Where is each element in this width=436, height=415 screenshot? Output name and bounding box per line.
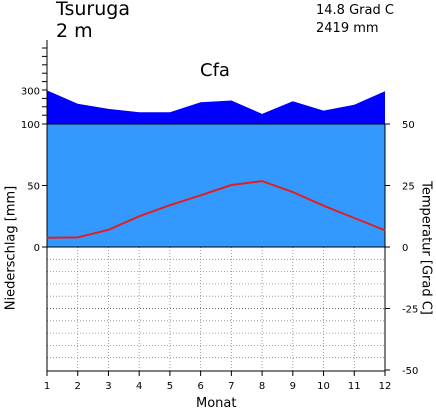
tick-label-month: 1 xyxy=(44,381,50,392)
tick-label-precip-upper: 300 xyxy=(21,86,40,97)
precip-humid-area xyxy=(47,124,385,247)
temperature-series xyxy=(46,180,386,239)
tick-label-precip: 0 xyxy=(34,243,40,254)
tick-label-month: 4 xyxy=(136,381,142,392)
tick-label-temp: 25 xyxy=(402,182,415,193)
station-elevation: 2 m xyxy=(56,20,93,42)
tick-label-temp: -50 xyxy=(402,366,418,377)
tick-label-month: 10 xyxy=(317,381,330,392)
tick-label-month: 9 xyxy=(290,381,296,392)
tick-label-temp: -25 xyxy=(402,305,418,316)
mean-temperature: 14.8 Grad C xyxy=(316,3,394,18)
station-name: Tsuruga xyxy=(56,0,130,20)
tick-label-month: 12 xyxy=(379,381,392,392)
precipitation-area xyxy=(47,90,385,247)
tick-label-month: 5 xyxy=(167,381,173,392)
tick-label-month: 11 xyxy=(348,381,361,392)
y-axis-title-right: Temperatur [Grad C] xyxy=(418,181,434,315)
climate-class: Cfa xyxy=(200,60,230,81)
x-axis-title: Monat xyxy=(196,396,237,411)
tick-label-precip: 50 xyxy=(27,182,40,193)
temperature-line xyxy=(46,180,386,239)
tick-label-month: 7 xyxy=(228,381,234,392)
tick-label-month: 8 xyxy=(259,381,265,392)
tick-label-temp: 50 xyxy=(402,120,415,131)
tick-label-temp: 0 xyxy=(402,243,408,254)
precip-excess-area xyxy=(47,90,385,124)
annual-precipitation: 2419 mm xyxy=(316,21,379,36)
tick-label-month: 3 xyxy=(105,381,111,392)
tick-label-month: 2 xyxy=(75,381,81,392)
tick-label-month: 6 xyxy=(197,381,203,392)
tick-marks xyxy=(42,47,390,376)
y-axis-title-left: Niederschlag [mm] xyxy=(3,185,19,311)
tick-label-precip: 100 xyxy=(21,120,40,131)
